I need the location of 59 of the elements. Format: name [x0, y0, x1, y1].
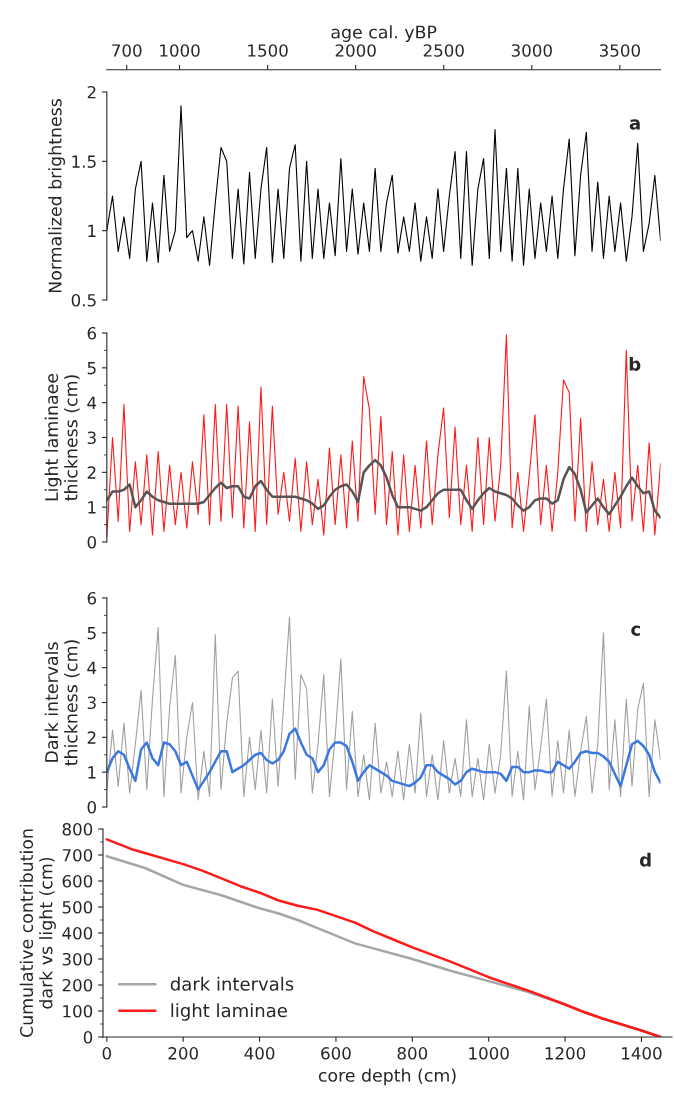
x-tick-label: 1200	[545, 1047, 586, 1060]
y-tick-label: 2	[87, 85, 96, 99]
x2-tick-label: 3500	[599, 44, 640, 57]
y-tick-label: 4	[87, 396, 97, 409]
y-tick-label: 100	[63, 1004, 93, 1018]
legend-label: light laminae	[171, 1003, 287, 1021]
legend-label: dark intervals	[170, 976, 294, 991]
y-tick-label: 3	[87, 431, 96, 445]
line-series	[106, 334, 661, 538]
y-tick-label: 6	[87, 326, 97, 340]
x2-tick-label: 2000	[335, 44, 376, 57]
y-axis-title: Normalized brightness	[48, 99, 66, 293]
y-tick-label: 5	[87, 627, 96, 640]
x2-tick-label: 700	[112, 44, 142, 57]
y-axis-title: Light laminaee thickness (cm)	[44, 373, 80, 501]
y-tick-label: 1	[88, 766, 96, 779]
line-series	[106, 616, 661, 801]
y-tick-label: 500	[62, 900, 93, 914]
y-tick-label: 6	[87, 591, 97, 605]
annotation: b	[629, 356, 641, 371]
y-tick-label: 300	[62, 952, 93, 966]
y-tick-label: 3	[87, 696, 96, 710]
x2-tick-label: 2500	[423, 44, 464, 57]
y-tick-label: 0	[83, 1030, 93, 1044]
y-tick-label: 600	[62, 874, 93, 888]
y-tick-label: 700	[62, 848, 93, 862]
y-tick-label: 0.5	[71, 293, 96, 307]
y-tick-label: 0	[87, 535, 96, 549]
annotation: a	[629, 119, 640, 130]
y-tick-label: 1.5	[72, 155, 96, 168]
x2-tick-label: 3000	[511, 44, 552, 57]
y-tick-label: 2	[87, 466, 96, 479]
x2-tick-label: 1000	[160, 44, 200, 57]
y-tick-label: 5	[87, 362, 96, 375]
x-axis-title: core depth (cm)	[318, 1068, 456, 1086]
annotation: d	[639, 852, 651, 867]
x-tick-label: 0	[102, 1047, 112, 1060]
y-tick-label: 4	[87, 661, 97, 674]
annotation: c	[631, 625, 640, 636]
x-tick-label: 200	[168, 1047, 198, 1060]
y-tick-label: 200	[62, 978, 93, 992]
y-tick-label: 1	[88, 501, 96, 514]
y-tick-label: 0	[87, 800, 96, 814]
y-tick-label: 800	[62, 822, 93, 836]
line-series	[106, 727, 661, 791]
y-axis-title: Dark intervals thickness (cm)	[44, 640, 80, 766]
x-tick-label: 1400	[622, 1047, 662, 1060]
y-axis-title: Cumulative contribution dark vs light (cm)	[19, 829, 56, 1037]
x-tick-label: 1000	[469, 1047, 509, 1060]
x-tick-label: 800	[397, 1047, 428, 1060]
y-tick-label: 1	[88, 224, 96, 237]
x-tick-label: 600	[321, 1047, 351, 1060]
x-tick-label: 400	[244, 1047, 275, 1060]
line-series	[106, 105, 661, 266]
line-series	[106, 458, 661, 519]
x2-tick-label: 1500	[248, 44, 288, 57]
y-tick-label: 2	[87, 731, 96, 744]
y-tick-label: 400	[62, 926, 93, 940]
x2-axis-title: age cal. yBP	[331, 25, 437, 42]
